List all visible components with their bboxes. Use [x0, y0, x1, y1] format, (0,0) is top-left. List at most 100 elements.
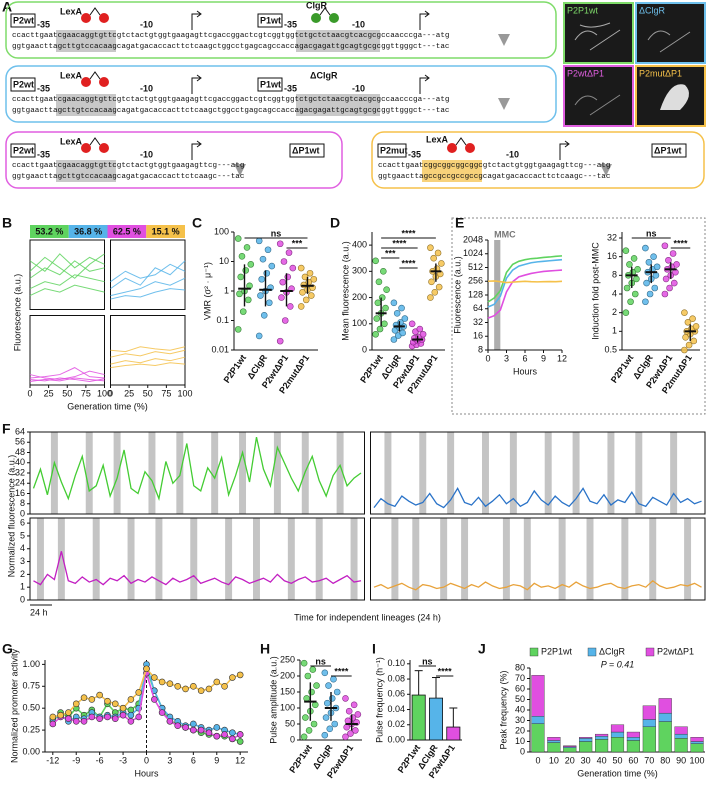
series-marker: [127, 711, 135, 719]
lexa-link: [89, 71, 101, 80]
data-point: [306, 269, 314, 277]
y-tick-label: 2048: [463, 234, 483, 244]
data-point: [434, 249, 442, 257]
data-point: [354, 711, 362, 718]
lexa-icon: [81, 143, 91, 153]
panel-label: A: [2, 0, 12, 15]
box-label: -35: [37, 83, 50, 93]
bar-segment: [658, 698, 672, 714]
x-tick-label: 40: [597, 755, 607, 765]
bar-segment: [658, 721, 672, 753]
y-axis-label: Fluorescence (a.u.): [12, 274, 22, 352]
y-tick-label: 56: [15, 437, 25, 447]
data-point: [419, 330, 427, 338]
x-tick-label: 6: [522, 353, 527, 363]
bar-segment: [690, 743, 704, 753]
y-tick-label: 10: [515, 736, 525, 746]
data-point: [390, 336, 398, 343]
data-point: [681, 346, 688, 354]
trace: [29, 367, 105, 379]
tss-arrow: [419, 74, 430, 94]
y-tick-label: 0: [520, 746, 525, 756]
data-point: [342, 695, 349, 702]
data-point: [661, 242, 669, 250]
data-point: [311, 701, 319, 709]
y-tick-label: 1: [224, 285, 229, 295]
y-tick-label: 50: [515, 694, 525, 704]
y-tick-label: 8: [612, 270, 617, 280]
x-tick-label: -12: [46, 755, 59, 765]
panel-label: H: [260, 641, 270, 657]
data-point: [347, 730, 354, 737]
significance-label: ***: [385, 248, 396, 258]
series-marker: [57, 711, 64, 719]
data-point: [662, 275, 670, 283]
bar-segment: [642, 726, 656, 753]
bar-segment: [547, 740, 561, 743]
y-tick-label: 8: [20, 498, 25, 508]
division-band: [419, 432, 427, 514]
image-label: P2mutΔP1: [639, 68, 682, 78]
series-marker: [213, 724, 221, 731]
y-tick-label: 1: [20, 582, 25, 592]
x-tick-label: 100: [97, 388, 112, 398]
triangle: [498, 98, 510, 110]
bar-segment: [610, 737, 625, 753]
panel-e-frame: [451, 217, 706, 415]
construct-box: [5, 1, 557, 59]
x-tick-label: 80: [660, 755, 670, 765]
trace: [29, 377, 105, 383]
lexa-link: [89, 137, 101, 146]
tss-arrow: [191, 74, 202, 94]
bar: [429, 697, 443, 741]
data-point: [681, 309, 688, 316]
y-tick-label: 80: [515, 662, 525, 672]
series-marker: [104, 697, 111, 705]
trace: [373, 487, 702, 509]
data-point: [627, 298, 634, 306]
data-point: [247, 261, 255, 268]
trace: [29, 370, 105, 380]
series-marker: [174, 722, 182, 730]
trace: [110, 288, 186, 300]
data-point: [381, 320, 388, 328]
bar-segment: [547, 737, 561, 741]
y-tick-label: 0: [20, 594, 25, 604]
promoter-label: P2wt: [13, 15, 34, 25]
series-line: [487, 258, 563, 308]
significance-label: ****: [334, 666, 349, 676]
trace: [110, 277, 186, 297]
significance-label: ns: [271, 228, 282, 238]
data-point: [323, 699, 331, 707]
x-tick-label: 3: [167, 755, 172, 765]
category-label: P2P1wt: [609, 353, 636, 385]
construct: P2wt -35 LexA -10 ΔP1wt ccacttgaatcgaaca…: [10, 136, 325, 182]
trace: [110, 260, 186, 290]
series-marker: [236, 671, 244, 679]
y-tick-label: 40: [15, 457, 25, 467]
x-tick-label: 12: [235, 755, 245, 765]
lexa-icon: [99, 77, 109, 87]
series-marker: [190, 682, 197, 690]
data-point: [304, 672, 312, 680]
panel-label: I: [372, 641, 376, 657]
x-tick-label: 9: [214, 755, 219, 765]
series-marker: [182, 685, 189, 693]
bar-segment: [579, 741, 593, 753]
trace: [29, 274, 105, 290]
data-point: [382, 304, 389, 312]
trace-frame: [370, 517, 706, 601]
data-point: [401, 315, 409, 322]
data-point: [309, 666, 317, 673]
box-label: -10: [352, 19, 365, 29]
y-tick-label: 0.75: [22, 681, 40, 691]
panel-label: F: [2, 421, 11, 437]
image-label: ΔClgR: [639, 5, 666, 15]
x-tick-label: 100: [177, 388, 192, 398]
data-point: [268, 262, 276, 270]
data-point: [257, 292, 264, 299]
division-band: [558, 518, 566, 600]
division-band: [502, 518, 510, 600]
division-band: [315, 518, 323, 600]
cell-texture: [647, 30, 691, 53]
